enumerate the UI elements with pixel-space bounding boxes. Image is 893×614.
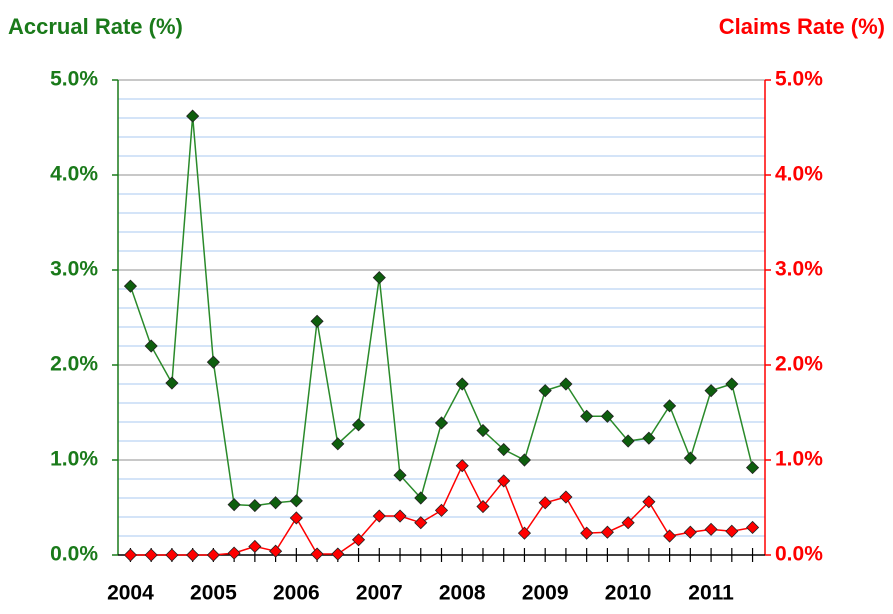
marker (123, 548, 138, 562)
marker (414, 491, 428, 505)
marker (414, 516, 428, 530)
marker (393, 468, 407, 482)
y-tick-label: 2.0% (50, 353, 98, 376)
y-tick-label: 3.0% (50, 258, 98, 281)
marker (165, 376, 179, 390)
y2-tick-label: 0.0% (775, 543, 823, 566)
marker (372, 271, 386, 285)
right-axis-title: Claims Rate (%) (719, 14, 885, 39)
x-tick-label: 2005 (190, 582, 237, 605)
marker (497, 474, 511, 488)
y-tick-label: 4.0% (50, 163, 98, 186)
marker (580, 409, 594, 423)
y2-tick-label: 1.0% (775, 448, 823, 471)
marker (227, 546, 241, 560)
marker (289, 511, 303, 525)
marker (331, 437, 345, 451)
marker (144, 339, 158, 353)
y-tick-label: 5.0% (50, 68, 98, 91)
marker (538, 384, 552, 398)
marker (310, 314, 324, 328)
marker (745, 461, 760, 475)
marker (580, 526, 594, 540)
marker (642, 431, 656, 445)
marker (248, 539, 262, 554)
marker (186, 548, 200, 562)
marker (123, 279, 138, 293)
x-tick-label: 2011 (688, 582, 734, 605)
y-tick-label: 0.0% (50, 543, 98, 566)
marker (642, 495, 656, 509)
y2-tick-label: 2.0% (775, 353, 823, 376)
x-tick-label: 2006 (273, 582, 320, 605)
x-tick-label: 2008 (439, 582, 486, 605)
marker (331, 547, 345, 561)
marker (206, 355, 220, 369)
marker (310, 547, 324, 561)
x-tick-label: 2009 (522, 582, 569, 605)
marker (745, 520, 760, 535)
marker (455, 459, 469, 473)
marker (455, 377, 469, 391)
marker (351, 533, 366, 547)
x-tick-label: 2004 (107, 582, 154, 605)
marker (559, 490, 573, 504)
marker (372, 509, 386, 523)
marker (476, 499, 490, 514)
y2-tick-label: 3.0% (775, 258, 823, 281)
marker (289, 494, 303, 508)
marker (683, 451, 697, 465)
marker (434, 503, 449, 517)
marker (538, 496, 552, 510)
x-tick-label: 2007 (356, 582, 403, 605)
marker (600, 525, 614, 539)
y2-tick-label: 5.0% (775, 68, 823, 91)
marker (165, 548, 179, 562)
marker (144, 548, 158, 562)
marker (559, 377, 573, 391)
marker (269, 496, 283, 510)
marker (621, 434, 635, 448)
marker (206, 548, 220, 562)
marker (351, 418, 366, 432)
marker (476, 423, 490, 438)
marker (393, 509, 407, 523)
marker (269, 544, 283, 558)
marker (434, 416, 449, 430)
marker (704, 522, 718, 536)
x-tick-label: 2010 (605, 582, 652, 605)
marker (621, 516, 635, 530)
marker (663, 399, 677, 413)
marker (683, 525, 697, 539)
marker (725, 377, 739, 391)
y-tick-label: 1.0% (50, 448, 98, 471)
marker (497, 442, 511, 457)
marker (663, 529, 677, 543)
left-axis-title: Accrual Rate (%) (8, 14, 183, 39)
plot-area (118, 80, 765, 555)
marker (186, 109, 200, 123)
marker (248, 499, 262, 513)
marker (517, 453, 532, 467)
marker (704, 384, 718, 398)
marker (227, 498, 241, 512)
marker (600, 409, 614, 423)
marker (725, 524, 739, 538)
marker (517, 526, 532, 540)
y2-tick-label: 4.0% (775, 163, 823, 186)
